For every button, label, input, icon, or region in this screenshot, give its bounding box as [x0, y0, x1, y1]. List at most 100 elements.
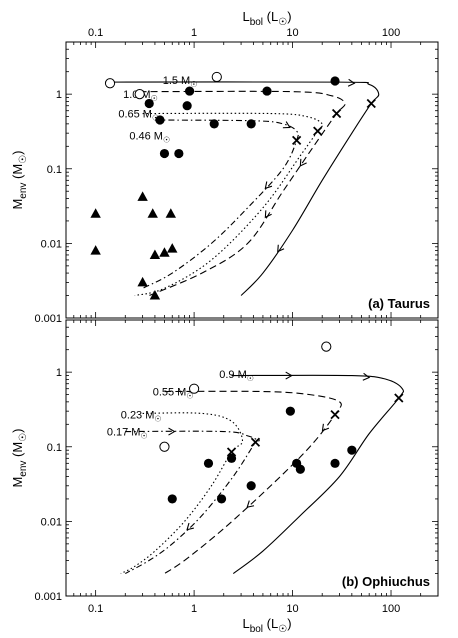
y-tick-label: 0.01 — [41, 238, 62, 250]
plot-frame — [65, 41, 439, 319]
data-point-filled-circle — [226, 453, 237, 463]
data-point-filled-circle — [347, 445, 357, 455]
y-tick-label: 0.001 — [34, 313, 62, 325]
data-point-open-circle — [104, 78, 116, 89]
x-tick-label: 100 — [382, 603, 400, 615]
data-point-triangle — [165, 208, 177, 218]
data-point-filled-circle — [295, 464, 305, 474]
data-point-cross — [250, 437, 261, 447]
data-point-triangle — [90, 245, 101, 255]
axis-ticks — [65, 41, 439, 319]
data-point-filled-circle — [159, 148, 170, 159]
track-arrow — [277, 244, 285, 253]
track-label: 0.46 M☉ — [129, 130, 170, 144]
sun-glyph: ☉ — [247, 374, 254, 383]
data-point-filled-circle — [203, 458, 214, 468]
track-arrow — [264, 210, 272, 219]
axis-ticks — [65, 319, 439, 597]
y-axis-title-sub: env — [18, 183, 29, 199]
track-arrow — [186, 522, 194, 531]
data-point-triangle — [137, 276, 148, 287]
track-arrow — [168, 427, 176, 436]
data-point-filled-circle — [246, 119, 256, 129]
data-point-cross — [313, 126, 323, 136]
x-tick-label: 10 — [286, 27, 298, 39]
data-point-triangle — [149, 290, 161, 300]
y-tick-label: 0.001 — [34, 591, 62, 603]
data-point-filled-circle — [182, 101, 192, 111]
track-line — [164, 390, 342, 574]
y-axis-title-unit: (M — [10, 442, 25, 461]
track-arrow — [299, 158, 307, 167]
top-axis-title: Lbol (L☉) — [242, 9, 291, 28]
plot-frame — [65, 319, 439, 597]
track-label: 0.17 M☉ — [107, 427, 148, 441]
evolution-track — [134, 112, 324, 297]
data-point-cross — [330, 409, 340, 420]
data-point-filled-circle — [144, 98, 154, 109]
track-arrow — [362, 372, 371, 381]
data-point-cross — [292, 135, 302, 146]
data-point-filled-circle — [262, 86, 272, 96]
sun-glyph: ☉ — [163, 135, 170, 144]
y-tick-label: 0.01 — [41, 516, 62, 528]
top-axis-title-sub: bol — [250, 17, 263, 28]
evolution-track — [125, 427, 260, 575]
bottom-axis-title-sub: bol — [250, 624, 263, 635]
track-arrow — [246, 500, 255, 508]
track-arrow — [285, 371, 293, 380]
data-point-cross — [226, 447, 237, 457]
data-point-open-circle — [321, 341, 332, 352]
track-line — [231, 374, 405, 574]
track-line — [134, 112, 324, 297]
data-point-open-circle — [189, 383, 200, 394]
evolution-track — [231, 371, 405, 574]
top-axis-sun-glyph: ☉ — [278, 17, 287, 28]
evolution-track — [164, 390, 342, 574]
data-point-triangle — [137, 191, 148, 201]
sun-glyph: ☉ — [151, 94, 158, 103]
sun-glyph: ☉ — [152, 114, 159, 123]
data-point-triangle — [159, 247, 170, 257]
data-point-filled-circle — [209, 119, 219, 129]
bottom-axis-title-unit: (L — [267, 616, 279, 631]
track-arrow — [282, 121, 291, 129]
data-point-open-circle — [159, 441, 170, 452]
data-point-filled-circle — [330, 458, 340, 468]
y-tick-label: 1 — [56, 367, 62, 379]
y-tick-label: 1 — [56, 89, 62, 101]
data-point-triangle — [167, 243, 178, 253]
x-tick-label: 1 — [191, 27, 197, 39]
data-point-cross — [331, 108, 342, 119]
data-point-filled-circle — [184, 86, 195, 96]
x-tick-label: 100 — [382, 27, 400, 39]
data-point-triangle — [149, 249, 161, 259]
x-tick-label: 0.1 — [88, 603, 103, 615]
track-line — [120, 412, 244, 575]
panel-title: (a) Taurus — [368, 296, 430, 311]
data-point-cross — [366, 98, 376, 109]
data-point-filled-circle — [167, 494, 177, 504]
track-label: 0.55 M☉ — [153, 387, 194, 401]
bottom-axis-title: Lbol (L☉) — [242, 616, 291, 635]
x-tick-label: 0.1 — [88, 27, 103, 39]
data-point-open-circle — [134, 89, 145, 100]
top-axis-title-unit: (L — [267, 9, 279, 24]
x-tick-label: 1 — [191, 603, 197, 615]
y-axis-title-sub: env — [18, 461, 29, 477]
data-point-filled-circle — [246, 481, 256, 491]
data-point-filled-circle — [216, 494, 227, 504]
sun-glyph: ☉ — [154, 415, 161, 424]
panel-title: (b) Ophiuchus — [342, 574, 430, 589]
track-label: 0.65 M☉ — [118, 109, 159, 123]
data-point-triangle — [90, 208, 101, 218]
sun-glyph: ☉ — [190, 80, 197, 89]
sun-glyph: ☉ — [18, 433, 29, 442]
bottom-axis-sun-glyph: ☉ — [278, 624, 287, 635]
y-tick-label: 0.1 — [47, 164, 62, 176]
y-axis-title-unit: (M — [10, 164, 25, 183]
track-arrow — [264, 181, 273, 190]
track-arrow — [347, 78, 356, 87]
